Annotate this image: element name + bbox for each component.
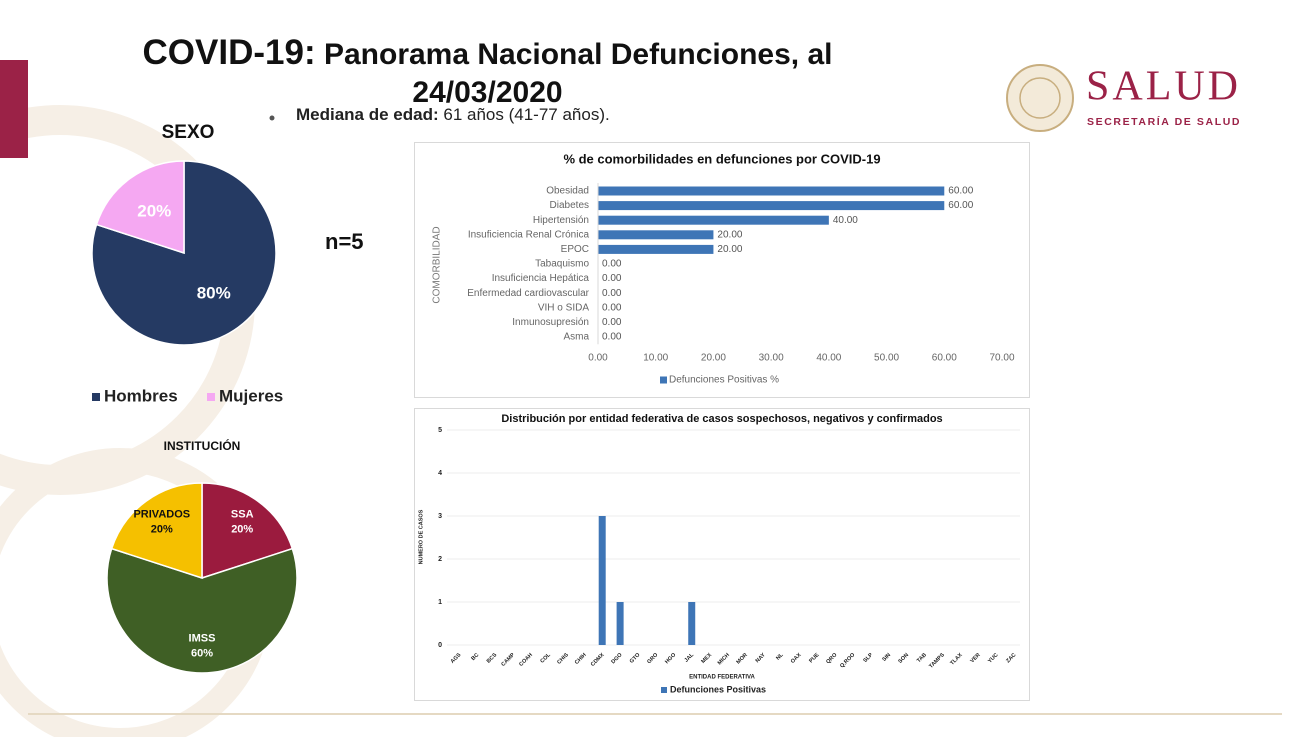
- x-axis-title: ENTIDAD FEDERATIVA: [689, 675, 755, 681]
- bar: [598, 201, 945, 211]
- bar: [688, 602, 696, 645]
- legend-label: Hombres: [104, 386, 178, 405]
- slice-category: SSA: [231, 509, 254, 521]
- value-label: 60.00: [948, 186, 973, 197]
- legend-label: Mujeres: [219, 386, 283, 405]
- x-tick-label: 50.00: [874, 353, 899, 364]
- n-label: n=5: [325, 229, 364, 254]
- x-tick-label: SIN: [881, 652, 892, 663]
- y-tick-label: Insuficiencia Renal Crónica: [468, 229, 590, 240]
- slice-label: 80%: [197, 283, 231, 302]
- accent-bar: [0, 60, 28, 158]
- slice-category: IMSS: [189, 632, 216, 644]
- legend-swatch: [660, 376, 667, 384]
- seal: [1006, 64, 1074, 132]
- value-label: 0.00: [602, 317, 622, 328]
- bar: [598, 244, 714, 254]
- y-tick-label: 4: [438, 470, 442, 477]
- title-lead: COVID-19:: [142, 33, 316, 72]
- chart-frame: [414, 408, 1030, 701]
- y-tick-label: 0: [438, 642, 442, 649]
- x-tick-label: BC: [470, 652, 480, 662]
- pie-slice: [201, 482, 294, 580]
- slice-category: PRIVADOS: [133, 509, 190, 521]
- y-tick-label: Hipertensión: [533, 215, 589, 226]
- value-label: 0.00: [602, 288, 622, 299]
- title-text: Panorama Nacional Defunciones, al 24/03/…: [323, 38, 833, 109]
- x-tick-label: TAB: [916, 652, 928, 664]
- bar: [598, 516, 606, 645]
- value-label: 20.00: [717, 229, 742, 240]
- pie-slice: [106, 547, 298, 674]
- bar: [616, 602, 624, 645]
- y-tick-label: Asma: [563, 332, 589, 343]
- slice-label: 60%: [191, 647, 213, 659]
- y-tick-label: EPOC: [561, 244, 589, 255]
- pie-slice: [110, 482, 203, 580]
- legend-label: Defunciones Positivas: [670, 684, 766, 694]
- bullet: [269, 115, 275, 121]
- y-tick-label: Diabetes: [550, 200, 589, 211]
- y-tick-label: 3: [438, 513, 442, 520]
- x-tick-label: 40.00: [816, 353, 841, 364]
- y-tick-label: Enfermedad cardiovascular: [467, 288, 589, 299]
- logo-name: SALUD: [1086, 64, 1241, 110]
- slide-title: COVID-19: Panorama Nacional Defunciones,…: [80, 34, 895, 112]
- median-age: Mediana de edad: 61 años (41-77 años).: [296, 105, 610, 125]
- y-tick-label: VIH o SIDA: [538, 302, 589, 313]
- x-tick-label: 30.00: [759, 353, 784, 364]
- bar: [598, 230, 714, 240]
- legend-swatch: [207, 393, 215, 401]
- value-label: 0.00: [602, 259, 622, 270]
- legend-swatch: [92, 393, 100, 401]
- y-tick-label: Insuficiencia Hepática: [492, 273, 590, 284]
- median-label: Mediana de edad:: [296, 105, 439, 124]
- pie-slice: [95, 160, 185, 255]
- y-tick-label: Obesidad: [546, 186, 589, 197]
- chart-title: Distribución por entidad federativa de c…: [501, 413, 943, 425]
- seal: [1019, 77, 1061, 119]
- y-tick-label: 1: [438, 599, 442, 606]
- x-tick-label: NL: [775, 652, 785, 662]
- value-label: 40.00: [833, 215, 858, 226]
- slice-label: 20%: [137, 202, 171, 221]
- chart-title: INSTITUCIÓN: [164, 438, 241, 453]
- logo-subtitle: SECRETARÍA DE SALUD: [1087, 115, 1241, 128]
- y-tick-label: Inmunosupresión: [512, 317, 589, 328]
- y-axis-title: NUMERO DE CASOS: [418, 509, 424, 564]
- y-tick-label: 2: [438, 556, 442, 563]
- bar: [598, 215, 829, 225]
- median-text: 61 años (41-77 años).: [443, 105, 610, 124]
- bar: [598, 186, 945, 196]
- legend-label: Defunciones Positivas %: [669, 375, 779, 386]
- value-label: 60.00: [948, 200, 973, 211]
- slice-label: 20%: [151, 524, 173, 536]
- x-tick-label: 70.00: [989, 353, 1014, 364]
- x-tick-label: 10.00: [643, 353, 668, 364]
- chart-frame: [414, 142, 1030, 398]
- chart-title: % de comorbilidades en defunciones por C…: [563, 151, 880, 166]
- value-label: 20.00: [717, 244, 742, 255]
- value-label: 0.00: [602, 302, 622, 313]
- chart-title: SEXO: [162, 122, 215, 143]
- y-tick-label: 5: [438, 427, 442, 434]
- slice-label: 20%: [231, 524, 253, 536]
- y-axis-title: COMORBILIDAD: [432, 226, 443, 303]
- legend-swatch: [661, 687, 667, 693]
- value-label: 0.00: [602, 273, 622, 284]
- x-tick-label: 20.00: [701, 353, 726, 364]
- x-tick-label: 0.00: [588, 353, 608, 364]
- x-tick-label: 60.00: [932, 353, 957, 364]
- value-label: 0.00: [602, 332, 622, 343]
- y-tick-label: Tabaquismo: [535, 259, 589, 270]
